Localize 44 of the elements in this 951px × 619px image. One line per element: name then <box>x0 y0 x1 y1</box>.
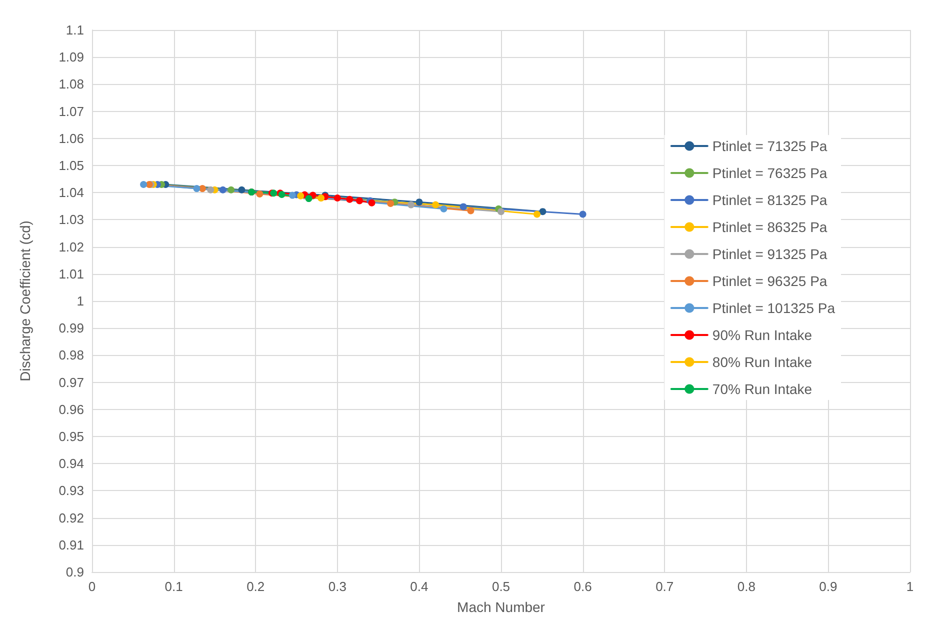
legend-label: 90% Run Intake <box>712 327 812 343</box>
x-tick-label: 0.7 <box>656 579 674 594</box>
y-tick-label: 0.93 <box>58 483 84 498</box>
y-tick-label: 0.91 <box>58 537 84 552</box>
y-tick-label: 0.92 <box>58 510 84 526</box>
legend-label: Ptinlet = 91325 Pa <box>712 246 828 262</box>
legend-label: Ptinlet = 81325 Pa <box>712 192 828 208</box>
x-tick-label: 1 <box>906 579 914 594</box>
y-tick-label: 1.02 <box>58 239 84 254</box>
y-tick-label: 0.97 <box>58 374 84 390</box>
y-tick-label: 1.04 <box>58 185 84 200</box>
legend-label: Ptinlet = 76325 Pa <box>712 165 828 181</box>
y-tick-label: 0.95 <box>58 429 84 444</box>
y-tick-label: 1.1 <box>66 22 84 38</box>
y-tick-label: 1.05 <box>58 158 84 173</box>
y-tick-label: 1.09 <box>58 50 84 65</box>
y-tick-label: 1.07 <box>58 104 84 119</box>
x-tick-label: 0.5 <box>492 579 510 594</box>
legend-label: Ptinlet = 96325 Pa <box>712 273 828 289</box>
y-axis-title: Discharge Coefficient (cd) <box>17 220 33 382</box>
y-tick-label: 0.98 <box>58 348 84 363</box>
legend-label: Ptinlet = 71325 Pa <box>712 138 828 154</box>
legend-label: 70% Run Intake <box>712 381 812 397</box>
y-tick-label: 0.9 <box>66 564 84 580</box>
y-tick-label: 1.06 <box>58 130 84 146</box>
y-tick-label: 1.08 <box>58 76 84 92</box>
x-tick-label: 0.9 <box>819 579 838 594</box>
y-tick-label: 1.01 <box>58 266 84 282</box>
x-tick-label: 0 <box>88 579 96 594</box>
legend-label: 80% Run Intake <box>712 354 812 370</box>
x-tick-label: 0.1 <box>164 579 183 594</box>
x-tick-label: 0.4 <box>410 579 428 594</box>
y-tick-label: 1 <box>76 294 84 308</box>
y-tick-label: 0.94 <box>58 456 84 472</box>
x-tick-label: 0.8 <box>737 579 756 594</box>
x-tick-label: 0.3 <box>328 579 346 594</box>
x-tick-label: 0.6 <box>574 579 592 594</box>
y-tick-label: 0.96 <box>58 402 84 417</box>
x-axis-title: Mach Number <box>457 599 546 615</box>
legend-label: Ptinlet = 101325 Pa <box>712 300 836 316</box>
y-tick-label: 1.03 <box>58 212 84 228</box>
x-tick-label: 0.2 <box>246 579 265 594</box>
y-tick-label: 0.99 <box>58 320 84 336</box>
legend-label: Ptinlet = 86325 Pa <box>712 219 828 235</box>
